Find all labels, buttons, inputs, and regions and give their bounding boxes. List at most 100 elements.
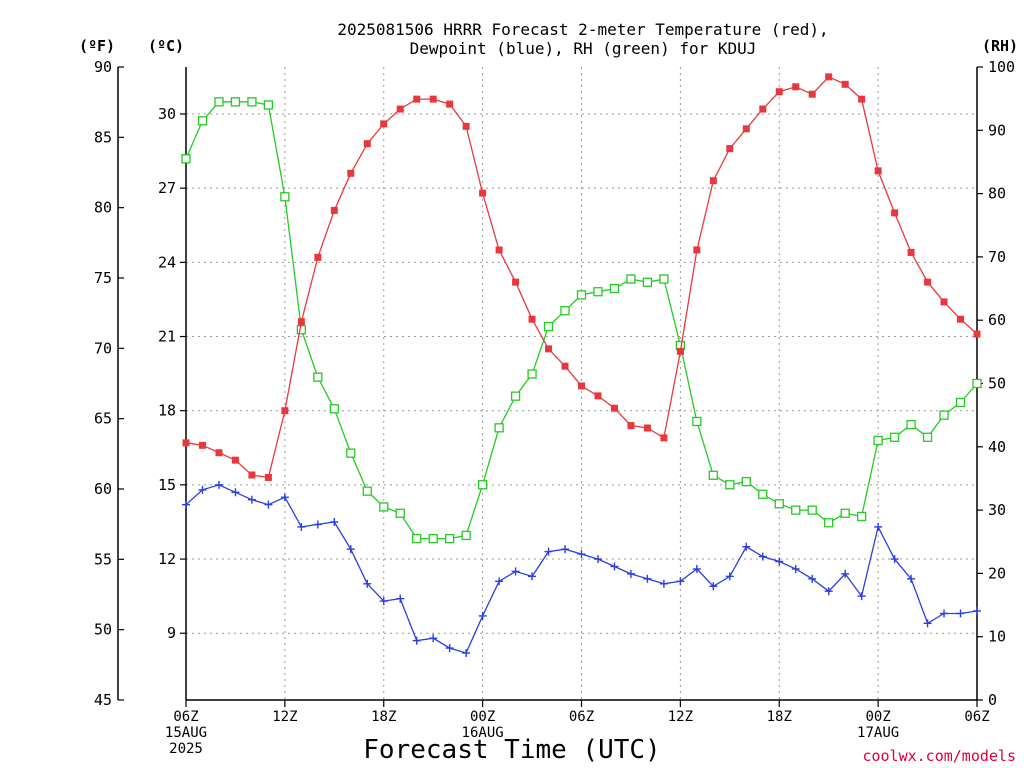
dewpoint-point [478, 611, 487, 620]
temperature-point [775, 88, 783, 96]
temperature-point [396, 105, 404, 113]
fahrenheit-axis-ticks: 45 50 55 60 65 70 75 80 85 90 [94, 58, 124, 709]
temperature-point [594, 392, 602, 400]
temperature-point [841, 80, 849, 88]
temperature-point [808, 90, 816, 98]
time-tick-label: 15AUG [165, 725, 207, 741]
fahrenheit-tick-label: 65 [94, 410, 112, 428]
celsius-axis-ticks: 9 12 15 18 21 24 27 30 [158, 105, 186, 642]
rh-point [527, 369, 537, 379]
dewpoint-point [742, 542, 751, 551]
fahrenheit-tick-label: 90 [94, 58, 112, 76]
temperature-point [907, 248, 915, 256]
rh-point [181, 154, 191, 164]
fahrenheit-tick-label: 60 [94, 480, 112, 498]
temperature-point [643, 424, 651, 432]
rh-point [296, 325, 307, 335]
fahrenheit-tick-label: 55 [94, 550, 112, 568]
rh-point [741, 476, 751, 487]
temperature-point [347, 169, 355, 177]
rh-point [791, 505, 801, 515]
temperature-point [297, 318, 305, 326]
dewpoint-line [185, 484, 978, 654]
temperature-point [182, 439, 190, 447]
dewpoint-point [626, 569, 635, 578]
credit-text: coolwx.com/models [862, 747, 1016, 765]
rh-point [692, 416, 702, 427]
rh-point [972, 378, 982, 389]
dewpoint-point [857, 592, 866, 601]
fahrenheit-unit-label: (ºF) [79, 37, 115, 55]
rh-point [494, 423, 504, 433]
temperature-point [495, 246, 503, 254]
fahrenheit-tick-label: 50 [94, 621, 112, 639]
dewpoint-point [923, 619, 932, 628]
dewpoint-point [956, 609, 965, 618]
dewpoint-point [280, 493, 289, 502]
rh-tick-label: 100 [988, 58, 1015, 76]
rh-unit-label: (RH) [982, 37, 1018, 55]
dewpoint-point [429, 634, 438, 643]
dewpoint-point [396, 594, 405, 603]
temperature-point [429, 95, 437, 103]
rh-point [445, 533, 455, 544]
rh-tick-label: 20 [988, 564, 1006, 582]
rh-point [362, 486, 372, 496]
rh-point [906, 419, 916, 430]
rh-point [214, 97, 224, 107]
temperature-point [380, 120, 388, 128]
rh-point [576, 290, 587, 300]
temperature-point [561, 362, 569, 370]
fahrenheit-tick-label: 85 [94, 128, 112, 146]
rh-point [230, 97, 241, 107]
dewpoint-point [544, 547, 553, 556]
temperature-point [363, 140, 371, 148]
dewpoint-point [511, 567, 520, 576]
fahrenheit-tick-label: 75 [94, 269, 112, 287]
dewpoint-point [610, 562, 619, 571]
fahrenheit-tick-label: 80 [94, 199, 112, 217]
rh-point [346, 448, 356, 458]
rh-tick-label: 40 [988, 438, 1006, 456]
rh-point [412, 533, 422, 544]
rh-point [395, 508, 405, 518]
rh-point [543, 321, 554, 332]
dewpoint-point [907, 574, 916, 583]
temperature-point [281, 407, 289, 415]
rh-point [642, 277, 653, 287]
rh-point [774, 499, 784, 509]
temperature-point [462, 122, 470, 130]
rh-point [379, 502, 389, 512]
rh-tick-label: 0 [988, 691, 997, 709]
temperature-point [940, 298, 948, 306]
temperature-point [957, 315, 965, 323]
rh-point [280, 192, 290, 202]
temperature-point [413, 95, 421, 103]
temperature-point [792, 83, 800, 91]
dewpoint-point [379, 597, 388, 606]
dewpoint-point [709, 582, 718, 591]
axes [117, 67, 978, 701]
celsius-unit-label: (ºC) [148, 37, 184, 55]
fahrenheit-tick-label: 70 [94, 339, 112, 357]
temperature-point [248, 471, 256, 479]
temperature-point [973, 330, 981, 338]
rh-point [873, 435, 883, 446]
rh-point [477, 480, 488, 490]
dewpoint-series [182, 480, 981, 658]
dewpoint-point [445, 644, 454, 653]
time-tick-label: 12Z [272, 709, 297, 725]
temperature-point [660, 434, 668, 442]
dewpoint-point [676, 577, 685, 586]
dewpoint-point [808, 574, 817, 583]
time-tick-label: 00Z [865, 709, 890, 725]
temperature-point [742, 125, 750, 133]
time-tick-label: 00Z [470, 709, 495, 725]
celsius-tick-label: 9 [167, 624, 176, 642]
dewpoint-point [841, 569, 850, 578]
dewpoint-point [758, 552, 767, 561]
rh-point [807, 505, 817, 515]
temperature-point [924, 278, 932, 286]
rh-point [197, 116, 208, 126]
